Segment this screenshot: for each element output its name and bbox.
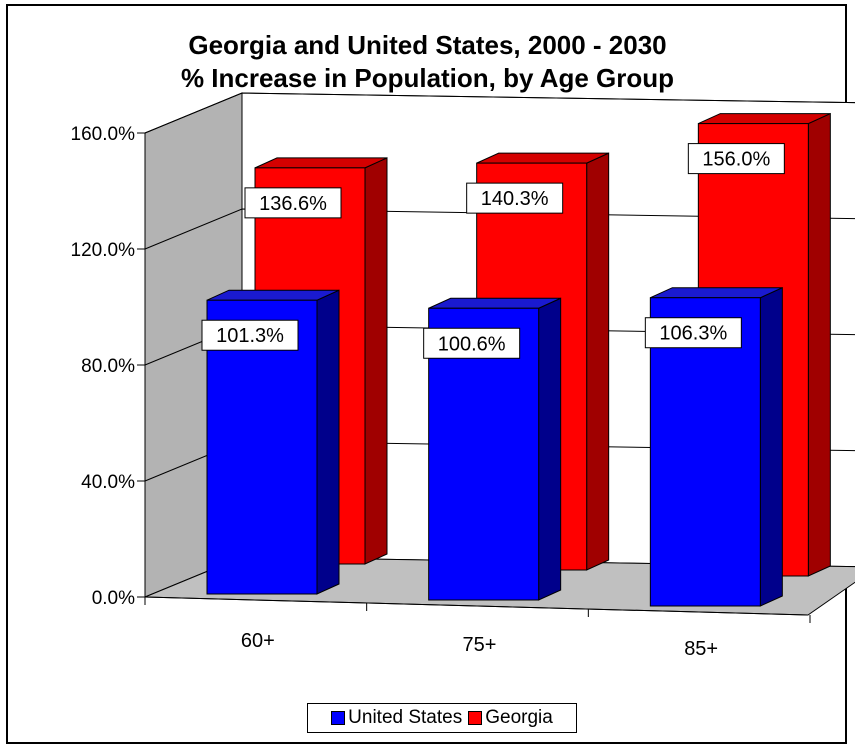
legend-label-united-states: United States (348, 707, 463, 728)
x-category-label: 60+ (241, 630, 275, 652)
bar-side (364, 157, 388, 565)
data-label: 136.6% (259, 193, 327, 215)
legend-item-united-states: United States (331, 707, 462, 729)
bar-side (586, 152, 610, 571)
chart-legend: United States Georgia (307, 703, 577, 733)
gridline (144, 92, 855, 134)
data-label: 140.3% (481, 188, 549, 210)
legend-label-georgia: Georgia (485, 707, 553, 728)
x-category-label: 75+ (463, 634, 497, 656)
y-tick-label: 120.0% (71, 240, 136, 261)
bar-top (254, 157, 388, 169)
y-tick-label: 80.0% (81, 356, 135, 377)
data-label: 156.0% (702, 149, 770, 171)
bar-side (316, 289, 340, 595)
x-axis (144, 596, 809, 616)
data-label-box (244, 187, 342, 219)
y-tick-label: 40.0% (81, 472, 135, 493)
y-tick-label: 0.0% (92, 588, 135, 609)
bar-top (476, 152, 609, 164)
bar-top (650, 287, 783, 299)
bar-side (538, 297, 562, 601)
x-category-label: 85+ (684, 638, 718, 660)
legend-swatch-georgia (468, 711, 483, 725)
data-label: 101.3% (216, 325, 284, 347)
chart-title-line-2: % Increase in Population, by Age Group (180, 63, 675, 93)
legend-swatch-united-states (331, 711, 346, 725)
data-label-box (687, 143, 785, 175)
gridline (144, 208, 855, 250)
bar-top (698, 113, 831, 125)
bar-side (759, 286, 783, 607)
data-label-box (644, 317, 742, 349)
legend-item-georgia: Georgia (468, 707, 553, 729)
data-label: 100.6% (438, 333, 506, 355)
data-label: 106.3% (659, 323, 727, 345)
bar-top (206, 289, 340, 301)
data-label-box (423, 327, 521, 359)
chart-title-line-1: Georgia and United States, 2000 - 2030 (188, 30, 667, 60)
bar (649, 297, 761, 607)
bar-side (807, 112, 831, 577)
data-label-box (466, 182, 564, 214)
bar-top (428, 297, 561, 309)
y-tick-label: 160.0% (71, 124, 136, 145)
data-label-box (201, 319, 299, 351)
